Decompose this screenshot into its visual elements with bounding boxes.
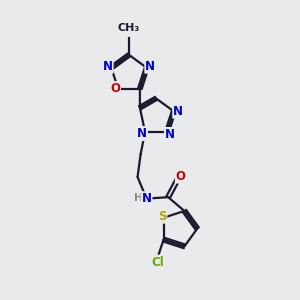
Text: N: N [165,128,175,141]
Text: N: N [142,192,152,205]
Text: H: H [134,193,142,203]
Text: S: S [158,210,167,223]
Text: Cl: Cl [151,256,164,268]
Text: N: N [137,127,147,140]
Text: N: N [103,60,113,73]
Text: N: N [145,60,155,73]
Text: O: O [176,169,186,183]
Text: CH₃: CH₃ [118,23,140,33]
Text: O: O [110,82,120,95]
Text: N: N [173,105,183,118]
